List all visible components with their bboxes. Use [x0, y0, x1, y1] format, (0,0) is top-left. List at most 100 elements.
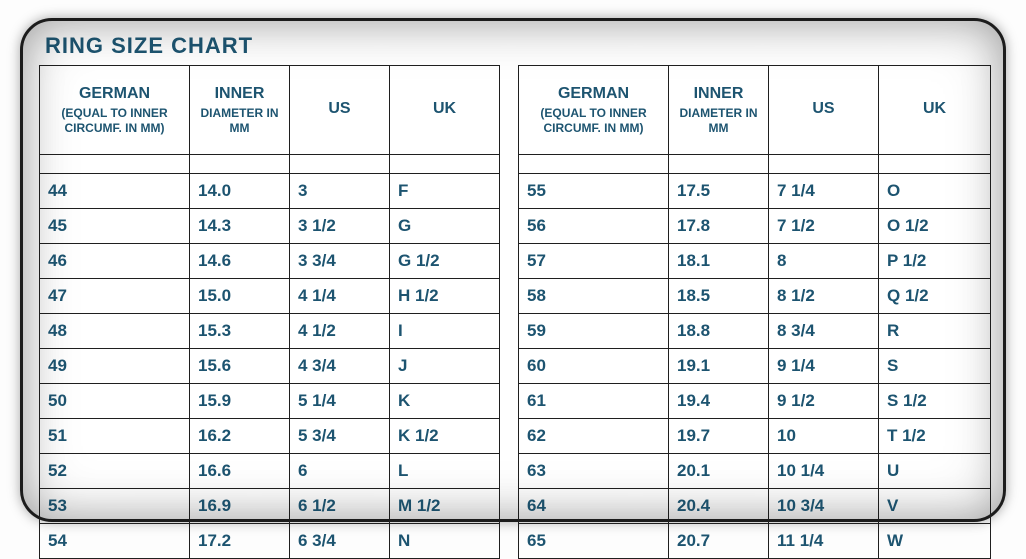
table-cell: 9 1/2 [769, 384, 879, 419]
table-cell: Q 1/2 [879, 279, 991, 314]
table-cell: 20.7 [669, 524, 769, 559]
table-cell: L [390, 454, 500, 489]
table-row: 5718.18P 1/2 [519, 244, 991, 279]
table-row: 6119.49 1/2S 1/2 [519, 384, 991, 419]
col-header-sub: DIAMETER IN MM [673, 106, 764, 136]
table-cell: M 1/2 [390, 489, 500, 524]
col-header-main: US [294, 99, 385, 119]
table-cell: 6 [290, 454, 390, 489]
table-row: 5116.25 3/4K 1/2 [40, 419, 500, 454]
table-cell: V [879, 489, 991, 524]
table-cell: G 1/2 [390, 244, 500, 279]
col-header-sub: DIAMETER IN MM [194, 106, 285, 136]
table-cell: 17.2 [190, 524, 290, 559]
table-cell: 15.3 [190, 314, 290, 349]
table-cell: 5 3/4 [290, 419, 390, 454]
table-cell: 44 [40, 174, 190, 209]
table-cell: 7 1/4 [769, 174, 879, 209]
col-header-uk: UK [879, 66, 991, 155]
col-header-main: INNER [194, 84, 285, 104]
table-cell: 17.5 [669, 174, 769, 209]
table-row: 4614.63 3/4G 1/2 [40, 244, 500, 279]
table-cell: 15.9 [190, 384, 290, 419]
table-cell: T 1/2 [879, 419, 991, 454]
size-table-right: GERMAN (EQUAL TO INNER CIRCUMF. IN MM) I… [518, 65, 991, 559]
table-cell: 4 1/2 [290, 314, 390, 349]
table-cell: P 1/2 [879, 244, 991, 279]
table-cell: R [879, 314, 991, 349]
table-cell: 16.6 [190, 454, 290, 489]
table-cell: 3 3/4 [290, 244, 390, 279]
table-cell: 64 [519, 489, 669, 524]
table-cell: 14.6 [190, 244, 290, 279]
table-row: 5015.95 1/4K [40, 384, 500, 419]
table-cell: 18.1 [669, 244, 769, 279]
table-row: 5417.26 3/4N [40, 524, 500, 559]
table-cell: 6 3/4 [290, 524, 390, 559]
col-header-main: INNER [673, 84, 764, 104]
table-cell: 53 [40, 489, 190, 524]
table-row: 4815.34 1/2I [40, 314, 500, 349]
table-row: 5918.88 3/4R [519, 314, 991, 349]
table-body-right: 5517.57 1/4O5617.87 1/2O 1/25718.18P 1/2… [519, 155, 991, 559]
table-cell: 58 [519, 279, 669, 314]
table-row: 4514.33 1/2G [40, 209, 500, 244]
table-cell: 63 [519, 454, 669, 489]
table-row: 6320.110 1/4U [519, 454, 991, 489]
table-cell: 20.1 [669, 454, 769, 489]
table-cell: 51 [40, 419, 190, 454]
table-row: 4414.03F [40, 174, 500, 209]
size-table-left: GERMAN (EQUAL TO INNER CIRCUMF. IN MM) I… [39, 65, 500, 559]
table-cell: 15.6 [190, 349, 290, 384]
table-row: 5617.87 1/2O 1/2 [519, 209, 991, 244]
table-row: 6019.19 1/4S [519, 349, 991, 384]
col-header-german: GERMAN (EQUAL TO INNER CIRCUMF. IN MM) [40, 66, 190, 155]
table-cell: 14.0 [190, 174, 290, 209]
table-cell: H 1/2 [390, 279, 500, 314]
table-cell: 65 [519, 524, 669, 559]
table-cell: 61 [519, 384, 669, 419]
table-cell: 10 3/4 [769, 489, 879, 524]
table-cell: 57 [519, 244, 669, 279]
table-cell: 18.8 [669, 314, 769, 349]
chart-card: RING SIZE CHART GERMAN (EQUAL TO INNER C… [20, 18, 1006, 522]
table-cell: 15.0 [190, 279, 290, 314]
table-cell: 7 1/2 [769, 209, 879, 244]
chart-title: RING SIZE CHART [39, 31, 987, 65]
table-cell: 54 [40, 524, 190, 559]
col-header-main: US [773, 99, 874, 119]
table-cell: 16.9 [190, 489, 290, 524]
table-row: 6219.710T 1/2 [519, 419, 991, 454]
table-cell: 45 [40, 209, 190, 244]
table-cell: K [390, 384, 500, 419]
table-spacer-row [519, 155, 991, 174]
table-cell: 19.7 [669, 419, 769, 454]
table-cell: 10 1/4 [769, 454, 879, 489]
table-header-row: GERMAN (EQUAL TO INNER CIRCUMF. IN MM) I… [519, 66, 991, 155]
col-header-main: UK [394, 99, 495, 119]
col-header-german: GERMAN (EQUAL TO INNER CIRCUMF. IN MM) [519, 66, 669, 155]
table-cell: 16.2 [190, 419, 290, 454]
table-row: 6520.711 1/4W [519, 524, 991, 559]
table-cell: 19.1 [669, 349, 769, 384]
table-row: 4715.04 1/4H 1/2 [40, 279, 500, 314]
table-cell: 8 1/2 [769, 279, 879, 314]
table-cell: 19.4 [669, 384, 769, 419]
col-header-uk: UK [390, 66, 500, 155]
col-header-us: US [769, 66, 879, 155]
col-header-diameter: INNER DIAMETER IN MM [669, 66, 769, 155]
table-cell: 14.3 [190, 209, 290, 244]
col-header-diameter: INNER DIAMETER IN MM [190, 66, 290, 155]
table-cell: 50 [40, 384, 190, 419]
table-row: 4915.64 3/4J [40, 349, 500, 384]
table-cell: 18.5 [669, 279, 769, 314]
col-header-main: GERMAN [523, 84, 664, 104]
col-header-us: US [290, 66, 390, 155]
table-cell: 5 1/4 [290, 384, 390, 419]
table-cell: I [390, 314, 500, 349]
table-row: 6420.410 3/4V [519, 489, 991, 524]
table-cell: W [879, 524, 991, 559]
table-cell: 47 [40, 279, 190, 314]
table-spacer-row [40, 155, 500, 174]
table-cell: 9 1/4 [769, 349, 879, 384]
